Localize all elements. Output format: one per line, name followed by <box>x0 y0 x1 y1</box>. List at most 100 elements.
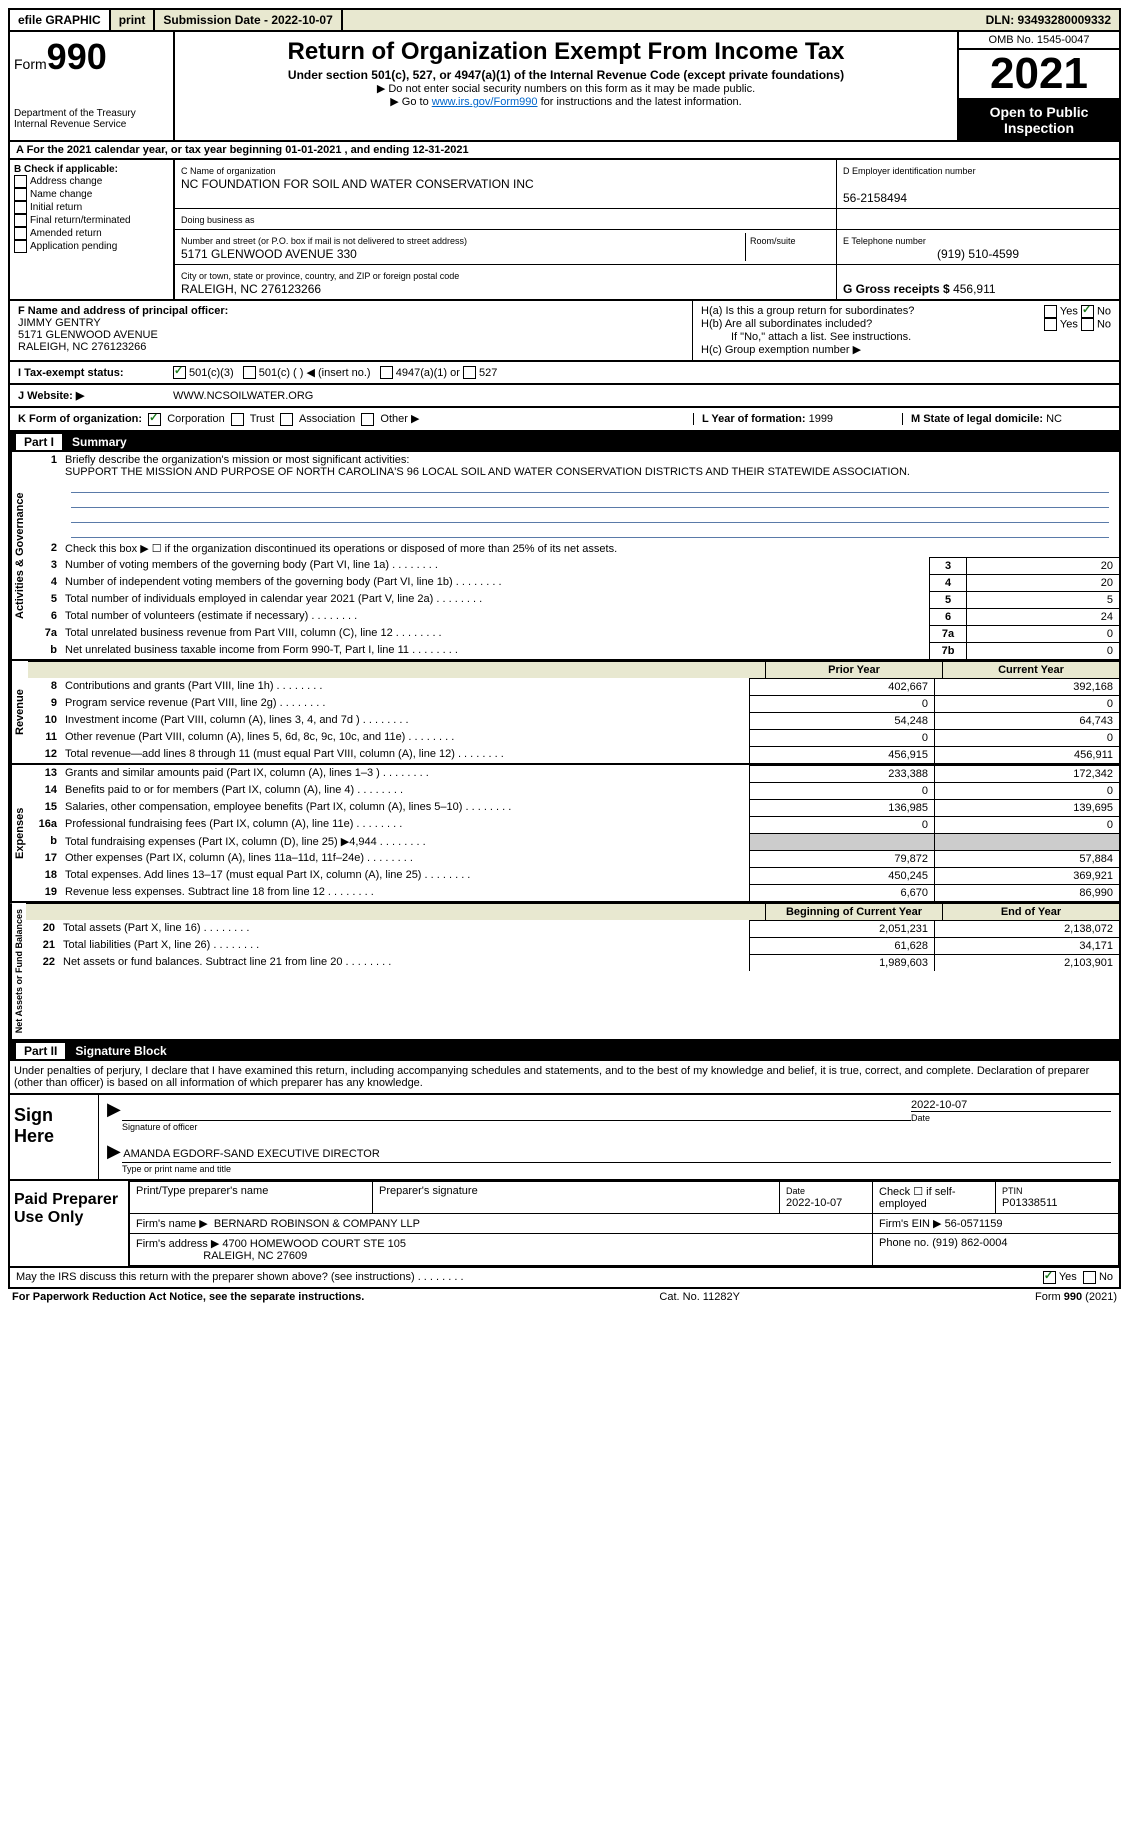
summary-row: 10 Investment income (Part VIII, column … <box>28 712 1119 729</box>
row-num: 15 <box>28 799 61 816</box>
ha-yes-label: Yes <box>1060 305 1078 317</box>
summary-row: 4 Number of independent voting members o… <box>28 574 1119 591</box>
row-num: 18 <box>28 867 61 884</box>
hb-yes-checkbox[interactable] <box>1044 318 1057 331</box>
line1-num: 1 <box>28 452 61 540</box>
row-desc: Total revenue—add lines 8 through 11 (mu… <box>61 746 749 763</box>
part1-header: Part I Summary <box>8 432 1121 452</box>
k-label: K Form of organization: <box>18 413 142 425</box>
rev-hdr-spacer <box>28 662 765 678</box>
omb-number: OMB No. 1545-0047 <box>959 32 1119 50</box>
row-num: 9 <box>28 695 61 712</box>
city-value: RALEIGH, NC 276123266 <box>181 282 321 296</box>
summary-row: 13 Grants and similar amounts paid (Part… <box>28 765 1119 782</box>
cb-501c3[interactable] <box>173 366 186 379</box>
mission-line-4 <box>71 523 1109 538</box>
summary-row: 20 Total assets (Part X, line 16) 2,051,… <box>26 920 1119 937</box>
ein-label: D Employer identification number <box>843 166 976 176</box>
cb-527[interactable] <box>463 366 476 379</box>
row-curr: 0 <box>934 782 1119 799</box>
summary-row: 15 Salaries, other compensation, employe… <box>28 799 1119 816</box>
checkbox-final-return[interactable] <box>14 214 27 227</box>
row-curr: 0 <box>934 695 1119 712</box>
irs-link[interactable]: www.irs.gov/Form990 <box>432 96 538 108</box>
row-curr: 0 <box>934 729 1119 746</box>
cb-501c[interactable] <box>243 366 256 379</box>
row-prior: 0 <box>749 816 934 833</box>
discuss-yes-checkbox[interactable] <box>1043 1271 1056 1284</box>
opt-corp: Corporation <box>167 413 224 425</box>
row-val: 24 <box>966 608 1119 625</box>
officer-addr1: 5171 GLENWOOD AVENUE <box>18 329 158 341</box>
discuss-no-checkbox[interactable] <box>1083 1271 1096 1284</box>
row-desc: Net assets or fund balances. Subtract li… <box>59 954 749 971</box>
opt-trust: Trust <box>250 413 275 425</box>
col-current: Current Year <box>942 662 1119 678</box>
cb-corp[interactable] <box>148 413 161 426</box>
net-hdr-spacer <box>26 904 765 920</box>
opt-501c: 501(c) ( ) ◀ (insert no.) <box>259 366 371 379</box>
cb-assoc[interactable] <box>280 413 293 426</box>
part2-header: Part II Signature Block <box>8 1041 1121 1061</box>
sign-here-block: Sign Here ▶ Signature of officer 2022-10… <box>8 1095 1121 1181</box>
open-public-label: Open to Public Inspection <box>959 100 1119 140</box>
row-curr: 57,884 <box>934 850 1119 867</box>
cb-other[interactable] <box>361 413 374 426</box>
ha-yes-checkbox[interactable] <box>1044 305 1057 318</box>
discuss-question: May the IRS discuss this return with the… <box>16 1271 1043 1284</box>
checkbox-initial-return[interactable] <box>14 201 27 214</box>
checkbox-app-pending[interactable] <box>14 240 27 253</box>
goto-pre: ▶ Go to <box>390 96 431 108</box>
firm-ein-label: Firm's EIN ▶ <box>879 1218 942 1230</box>
row-curr <box>934 833 1119 850</box>
row-desc: Salaries, other compensation, employee b… <box>61 799 749 816</box>
print-button[interactable]: print <box>111 10 156 30</box>
ptin-label: PTIN <box>1002 1186 1023 1196</box>
row-num: 13 <box>28 765 61 782</box>
row-box: 3 <box>929 557 966 574</box>
caret-icon-2: ▶ <box>107 1141 121 1161</box>
row-val: 0 <box>966 625 1119 642</box>
submission-date-button[interactable]: Submission Date - 2022-10-07 <box>155 10 342 30</box>
row-num: 5 <box>28 591 61 608</box>
row-num: 17 <box>28 850 61 867</box>
row-num: 3 <box>28 557 61 574</box>
sec2-vtab: Revenue <box>10 661 28 763</box>
summary-row: 16a Professional fundraising fees (Part … <box>28 816 1119 833</box>
cb-trust[interactable] <box>231 413 244 426</box>
cb-4947[interactable] <box>380 366 393 379</box>
ha-label: H(a) Is this a group return for subordin… <box>701 305 914 318</box>
checkbox-address-change[interactable] <box>14 175 27 188</box>
ha-no-checkbox[interactable] <box>1081 305 1094 318</box>
part1-label: Part I <box>16 434 62 450</box>
opt-4947: 4947(a)(1) or <box>396 367 460 379</box>
row-val: 20 <box>966 574 1119 591</box>
opt-501c3: 501(c)(3) <box>189 367 234 379</box>
row-val: 5 <box>966 591 1119 608</box>
self-employed-check: Check ☐ if self-employed <box>873 1181 996 1213</box>
row-num: 20 <box>26 920 59 937</box>
row-curr: 34,171 <box>934 937 1119 954</box>
row-prior: 402,667 <box>749 678 934 695</box>
efile-label: efile GRAPHIC <box>10 10 111 30</box>
checkbox-name-change[interactable] <box>14 188 27 201</box>
hb-no-checkbox[interactable] <box>1081 318 1094 331</box>
row-box: 7b <box>929 642 966 659</box>
org-info-grid: B Check if applicable: Address change Na… <box>8 160 1121 301</box>
col-beginning: Beginning of Current Year <box>765 904 942 920</box>
row-desc: Other revenue (Part VIII, column (A), li… <box>61 729 749 746</box>
prep-name-label: Print/Type preparer's name <box>130 1181 373 1213</box>
opt-527: 527 <box>479 367 497 379</box>
mission-line-2 <box>71 493 1109 508</box>
checkbox-amended[interactable] <box>14 227 27 240</box>
discuss-yes: Yes <box>1059 1271 1077 1284</box>
row-num: 22 <box>26 954 59 971</box>
row-desc: Net unrelated business taxable income fr… <box>61 642 929 659</box>
sig-date-value: 2022-10-07 <box>911 1099 967 1111</box>
part2-title: Signature Block <box>75 1044 166 1058</box>
cb-label-1: Name change <box>30 189 92 200</box>
row-a-text: A For the 2021 calendar year, or tax yea… <box>16 144 469 156</box>
row-curr: 392,168 <box>934 678 1119 695</box>
mission-line-1 <box>71 478 1109 493</box>
gross-receipts-value: 456,911 <box>953 282 996 296</box>
